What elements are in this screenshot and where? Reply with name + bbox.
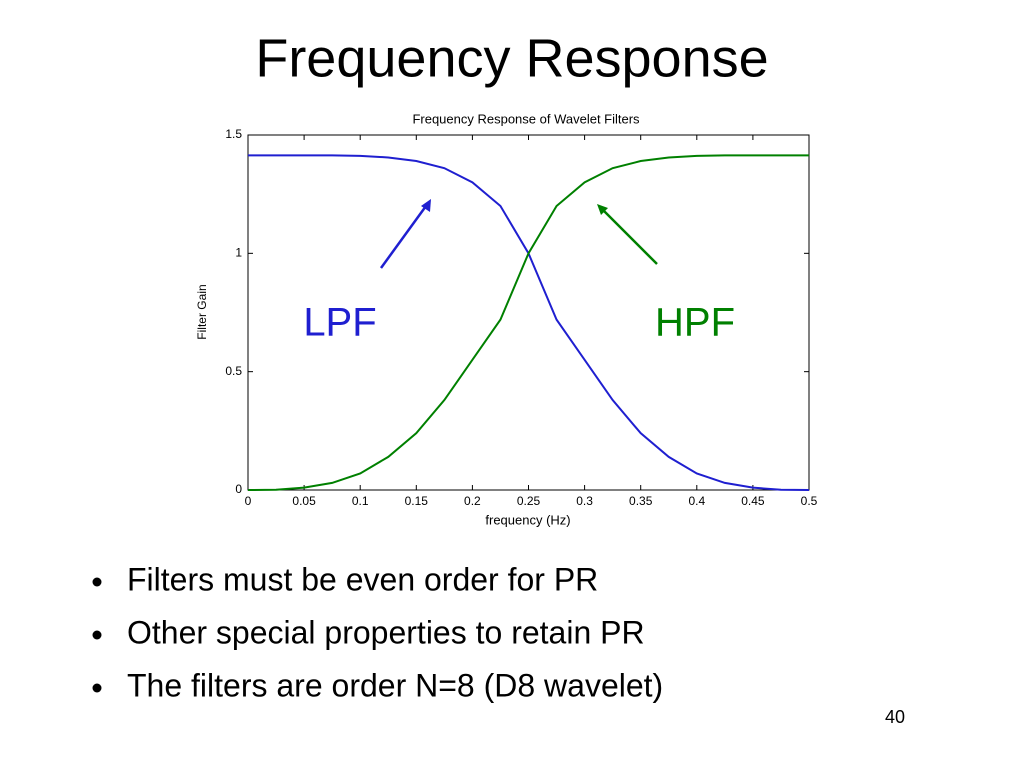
x-tick-label: 0 xyxy=(245,494,252,508)
x-tick-label: 0.05 xyxy=(292,494,316,508)
chart-title: Frequency Response of Wavelet Filters xyxy=(412,111,640,126)
x-tick-label: 0.1 xyxy=(352,494,369,508)
lpf-arrow xyxy=(379,205,428,269)
bullet-text: The filters are order N=8 (D8 wavelet) xyxy=(127,667,663,703)
x-tick-label: 0.5 xyxy=(801,494,818,508)
hpf-arrow xyxy=(602,209,658,265)
bullet-dot xyxy=(92,577,102,587)
x-tick-label: 0.2 xyxy=(464,494,481,508)
lpf-arrowhead xyxy=(421,199,431,212)
bullet-text: Filters must be even order for PR xyxy=(127,561,598,597)
bullet-text: Other special properties to retain PR xyxy=(127,614,645,650)
series-line xyxy=(247,154,809,491)
hpf-arrowhead xyxy=(597,204,608,215)
series-label: LPF xyxy=(303,301,376,345)
y-tick-label: 0.5 xyxy=(225,364,242,378)
x-axis-label: frequency (Hz) xyxy=(485,512,570,527)
y-tick-label: 1 xyxy=(235,246,242,260)
page-number: 40 xyxy=(885,707,905,727)
y-tick-label: 1.5 xyxy=(225,127,242,141)
x-tick-label: 0.4 xyxy=(688,494,705,508)
x-tick-label: 0.35 xyxy=(629,494,653,508)
bullet-dot xyxy=(92,683,102,693)
x-tick-label: 0.25 xyxy=(517,494,541,508)
y-tick-label: 0 xyxy=(235,482,242,496)
y-axis-label: Filter Gain xyxy=(195,284,209,339)
bullet-dot xyxy=(92,630,102,640)
x-tick-label: 0.15 xyxy=(405,494,429,508)
series-label: HPF xyxy=(655,301,735,345)
x-tick-label: 0.3 xyxy=(576,494,593,508)
x-tick-label: 0.45 xyxy=(741,494,765,508)
slide-title: Frequency Response xyxy=(255,28,768,88)
